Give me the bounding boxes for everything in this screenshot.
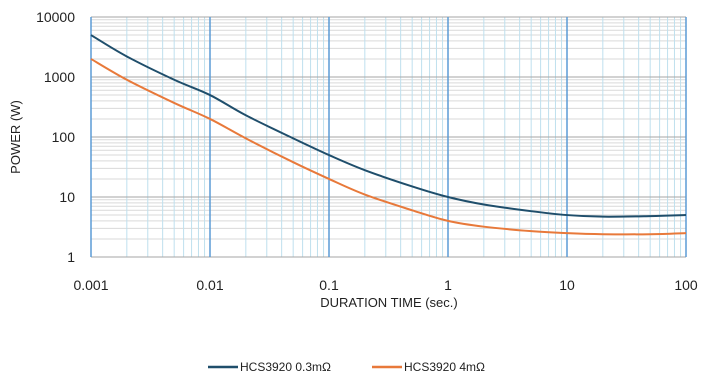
y-tick-label: 10000 — [36, 9, 75, 25]
y-tick-label: 10 — [59, 189, 75, 205]
y-tick-label: 1 — [67, 249, 75, 265]
legend: HCS3920 0.3mΩ HCS3920 4mΩ — [208, 360, 485, 374]
legend-label-2: HCS3920 4mΩ — [404, 360, 485, 374]
x-axis-title: DURATION TIME (sec.) — [320, 295, 457, 310]
x-tick-label: 0.001 — [73, 277, 108, 293]
series-line-1 — [90, 34, 687, 218]
x-tick-label: 100 — [674, 277, 698, 293]
x-tick-label: 0.1 — [319, 277, 339, 293]
series-layer — [90, 34, 687, 236]
x-tick-label: 0.01 — [196, 277, 223, 293]
y-axis-title: POWER (W) — [8, 100, 23, 174]
tick-labels: 0.001 0.01 0.1 1 10 100 1 10 100 1000 10000 — [36, 9, 698, 293]
x-tick-label: 1 — [444, 277, 452, 293]
y-tick-label: 1000 — [44, 69, 75, 85]
y-tick-label: 100 — [52, 129, 76, 145]
minor-gridlines — [91, 17, 686, 257]
series-line-2 — [90, 58, 687, 236]
legend-label-1: HCS3920 0.3mΩ — [240, 360, 331, 374]
major-gridlines — [90, 16, 687, 258]
x-tick-label: 10 — [559, 277, 575, 293]
